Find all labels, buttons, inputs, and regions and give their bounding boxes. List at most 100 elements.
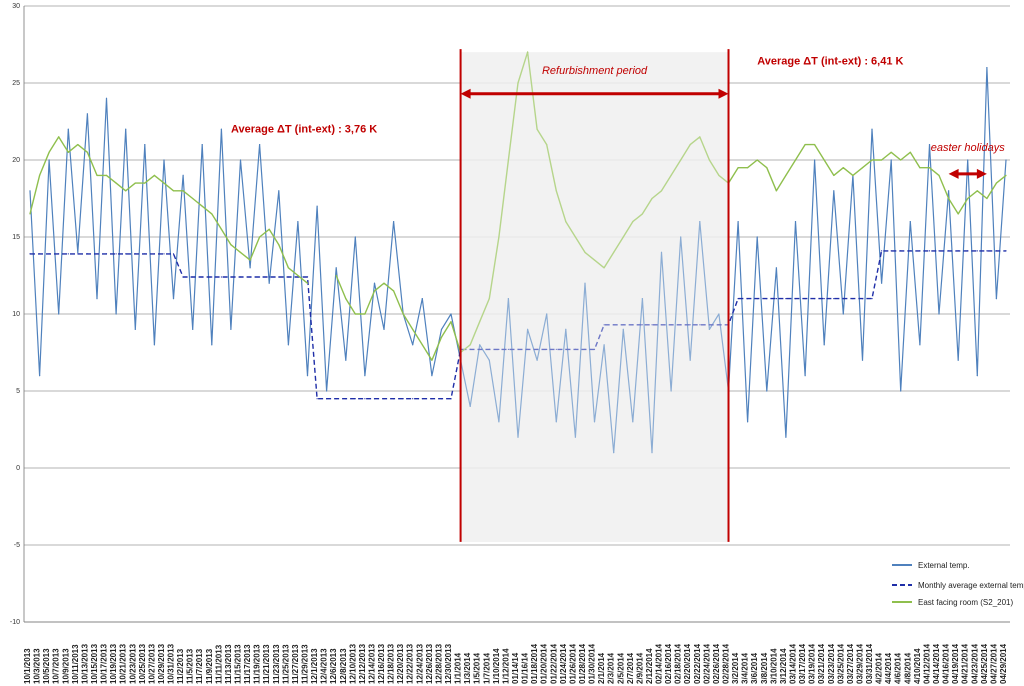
- monthly-average-line-point: [527, 348, 529, 350]
- x-tick-label: 3/8/2014: [760, 652, 769, 684]
- external-temp-line-point: [393, 221, 395, 223]
- east-room-line-point: [393, 290, 395, 292]
- y-tick-label: 30: [12, 3, 20, 10]
- x-tick-label: 02/16/2014: [664, 643, 673, 684]
- external-temp-line-point: [39, 375, 41, 377]
- legend-external-label: External temp.: [918, 561, 970, 570]
- external-temp-line-point: [96, 298, 98, 300]
- x-tick-label: 11/7/2013: [195, 648, 204, 684]
- monthly-average-line-point: [976, 250, 978, 252]
- x-tick-label: 04/27/2014: [989, 643, 998, 684]
- east-room-line-point: [488, 298, 490, 300]
- x-tick-label: 02/14/2014: [655, 643, 664, 684]
- x-tick-label: 10/29/2013: [157, 643, 166, 684]
- external-temp-line-point: [737, 221, 739, 223]
- east-room-line-point: [402, 313, 404, 315]
- east-room-line-point: [699, 136, 701, 138]
- monthly-average-line-point: [335, 398, 337, 400]
- east-room-line-point: [756, 159, 758, 161]
- east-room-line-point: [536, 128, 538, 130]
- monthly-average-line-point: [861, 298, 864, 300]
- monthly-average-line-point: [287, 276, 289, 278]
- monthly-average-line-point: [842, 298, 844, 300]
- x-tick-label: 03/19/2014: [808, 643, 817, 684]
- external-temp-line-point: [747, 421, 749, 423]
- x-tick-label: 1/7/2014: [482, 652, 491, 684]
- east-room-line-point: [431, 359, 433, 361]
- x-tick-label: 1/5/2014: [473, 652, 482, 684]
- east-room-line-point: [479, 321, 481, 323]
- east-room-line-point: [163, 182, 165, 184]
- monthly-average-line-point: [192, 276, 194, 278]
- external-temp-line-point: [785, 436, 787, 438]
- east-room-line-point: [259, 236, 261, 238]
- east-room-line-point: [125, 190, 127, 192]
- external-temp-line-point: [230, 328, 232, 330]
- east-room-line-point: [919, 167, 921, 169]
- east-room-line-point: [957, 213, 959, 215]
- external-temp-line-point: [881, 282, 883, 284]
- x-tick-label: 02/28/2014: [722, 643, 731, 684]
- monthly-average-line-point: [67, 253, 69, 255]
- x-tick-label: 4/8/2014: [903, 652, 912, 684]
- east-room-line-point: [938, 174, 940, 176]
- east-room-line-point: [574, 236, 577, 238]
- east-room-line-point: [1005, 174, 1007, 176]
- external-temp-line-point: [670, 390, 672, 392]
- external-temp-line-point: [861, 359, 864, 361]
- east-room-line-point: [928, 167, 931, 169]
- monthly-average-line-point: [268, 276, 270, 278]
- external-temp-line-point: [507, 298, 509, 300]
- monthly-average-line-point: [660, 324, 663, 326]
- east-room-line-point: [421, 344, 423, 346]
- x-tick-label: 2/12/2014: [645, 648, 654, 684]
- arrow-head-left: [948, 168, 959, 179]
- east-room-line-point: [373, 290, 376, 292]
- external-temp-line-point: [172, 298, 175, 300]
- east-room-line-point: [249, 259, 251, 261]
- monthly-average-line-point: [29, 253, 31, 255]
- external-temp-line-point: [316, 205, 318, 207]
- monthly-average-line-point: [86, 253, 88, 255]
- external-temp-line-point: [574, 436, 577, 438]
- monthly-average-line-point: [421, 398, 423, 400]
- external-temp-line-point: [555, 421, 557, 423]
- monthly-average-line-point: [172, 253, 175, 255]
- left-average-label: Average ΔT (int-ext) : 3,76 K: [231, 123, 377, 135]
- monthly-average-line-point: [948, 250, 950, 252]
- east-room-line-point: [105, 174, 108, 176]
- monthly-average-line-point: [823, 298, 825, 300]
- right-average-label: Average ΔT (int-ext) : 6,41 K: [757, 56, 903, 68]
- external-temp-line-point: [440, 328, 443, 330]
- east-room-line-point: [440, 336, 443, 338]
- x-tick-label: 10/25/2013: [138, 643, 147, 684]
- monthly-average-line-point: [96, 253, 98, 255]
- y-tick-label: 20: [12, 157, 20, 164]
- x-tick-label: 12/4/2013: [320, 648, 329, 684]
- monthly-average-line-point: [431, 398, 433, 400]
- east-room-line-point: [823, 159, 825, 161]
- x-tick-label: 12/12/2013: [358, 643, 367, 684]
- x-tick-label: 11/25/2013: [281, 644, 290, 684]
- external-temp-line-point: [775, 267, 778, 269]
- x-tick-label: 12/22/2013: [406, 643, 415, 684]
- x-tick-label: 01/14/14: [511, 652, 520, 684]
- east-room-line-point: [182, 190, 184, 192]
- x-tick-label: 02/18/2014: [674, 643, 683, 684]
- external-temp-line-point: [469, 405, 471, 407]
- monthly-average-line-point: [39, 253, 41, 255]
- east-room-line-point: [861, 167, 864, 169]
- monthly-average-line-point: [775, 298, 778, 300]
- external-temp-line-point: [239, 159, 242, 161]
- monthly-average-line-point: [182, 276, 184, 278]
- monthly-average-line-point: [747, 298, 749, 300]
- external-temp-line-point: [833, 190, 835, 192]
- east-room-line-point: [153, 174, 155, 176]
- x-tick-label: 04/29/2014: [999, 643, 1008, 684]
- external-temp-line-point: [326, 390, 328, 392]
- monthly-average-line-point: [967, 250, 969, 252]
- external-temp-line-point: [680, 236, 682, 238]
- monthly-average-line-point: [546, 348, 548, 350]
- x-tick-label: 10/21/2013: [119, 643, 128, 684]
- east-room-line-point: [680, 159, 682, 161]
